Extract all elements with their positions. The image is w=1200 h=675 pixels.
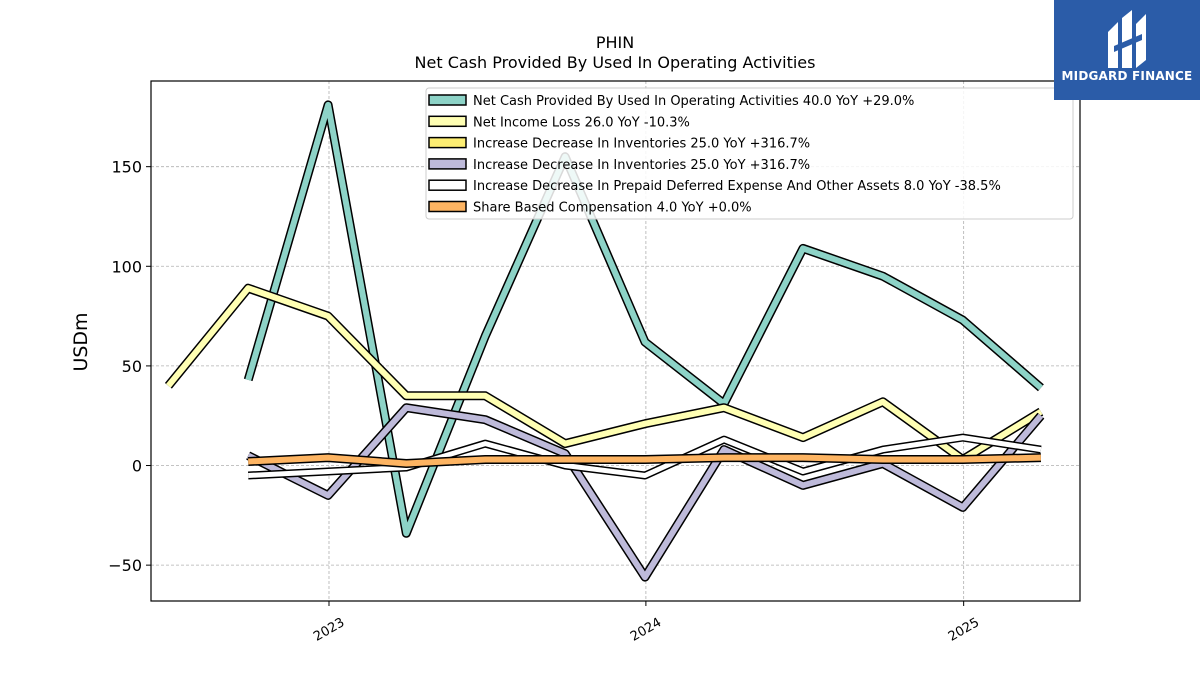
- axis-ticks: −50 0 50 100 150 2023 2024 2025: [108, 158, 982, 645]
- y-tick-label: 0: [132, 457, 142, 476]
- series-line: [243, 100, 1044, 538]
- legend-box: [425, 87, 1074, 220]
- series-line: [247, 433, 1042, 480]
- legend-swatch: [428, 115, 467, 128]
- legend-swatch: [428, 200, 467, 213]
- legend-swatch: [428, 179, 467, 191]
- series-stroke: [248, 435, 1042, 478]
- legend-entry: Share Based Compensation 4.0 YoY +0.0%: [473, 201, 752, 216]
- legend-entry: Increase Decrease In Inventories 25.0 Yo…: [473, 158, 810, 173]
- legend: Net Cash Provided By Used In Operating A…: [425, 87, 1074, 220]
- legend-entry: Net Income Loss 26.0 YoY -10.3%: [473, 115, 690, 130]
- y-tick-label: −50: [108, 556, 142, 575]
- series-stroke: [166, 285, 1043, 463]
- series-line: [164, 283, 1044, 464]
- legend-swatch: [428, 136, 467, 149]
- legend-entry: Increase Decrease In Inventories 25.0 Yo…: [473, 137, 810, 152]
- legend-entry: Increase Decrease In Prepaid Deferred Ex…: [473, 179, 1001, 194]
- legend-entry: Net Cash Provided By Used In Operating A…: [473, 94, 914, 109]
- chart-title: PHIN: [596, 33, 634, 52]
- series-line: [246, 403, 1045, 582]
- x-tick-label: 2025: [946, 615, 982, 645]
- x-tick-label: 2023: [311, 615, 347, 645]
- series-lines: [164, 100, 1045, 582]
- chart-subtitle: Net Cash Provided By Used In Operating A…: [415, 53, 816, 72]
- y-tick-label: 100: [111, 257, 142, 276]
- series-stroke: [245, 101, 1043, 537]
- series-line: [247, 453, 1042, 468]
- legend-swatch: [428, 94, 467, 106]
- midgard-logo-icon: [1108, 10, 1146, 68]
- series-stroke: [246, 404, 1044, 581]
- series-stroke: [248, 454, 1041, 467]
- brand-logo: MIDGARD FINANCE: [1054, 0, 1200, 100]
- y-tick-label: 150: [111, 158, 142, 177]
- brand-name: MIDGARD FINANCE: [1061, 69, 1193, 83]
- y-axis-label: USDm: [70, 312, 92, 371]
- legend-swatch: [428, 158, 467, 170]
- x-tick-label: 2024: [628, 615, 664, 645]
- y-tick-label: 50: [122, 357, 142, 376]
- plot-frame: [150, 80, 1081, 602]
